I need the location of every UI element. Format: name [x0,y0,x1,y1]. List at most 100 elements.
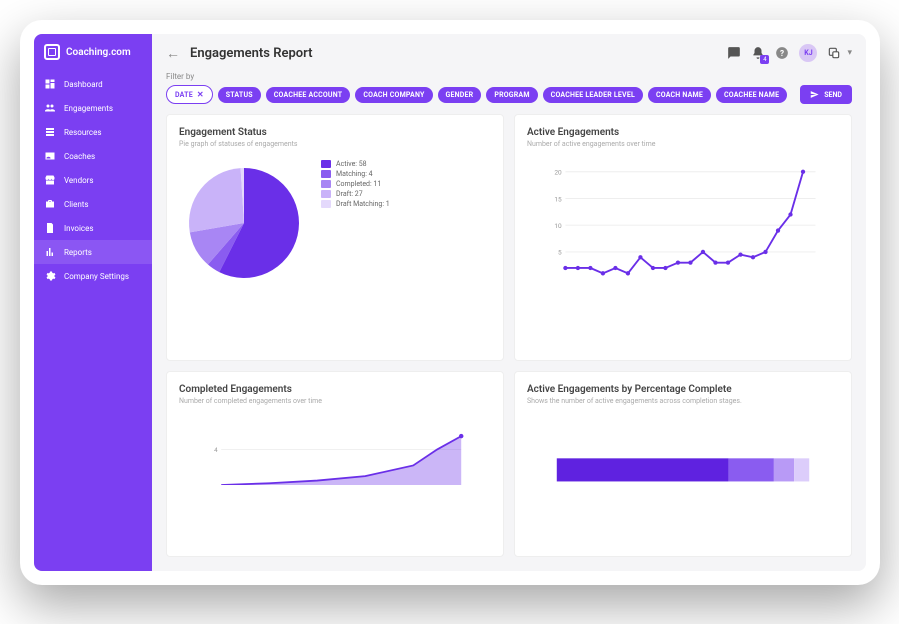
filter-chip-status[interactable]: STATUS [218,87,261,103]
legend-item: Completed: 11 [321,180,390,188]
filter-chip-coachee-account[interactable]: COACHEE ACCOUNT [266,87,351,103]
sidebar-item-label: Invoices [64,224,93,233]
card-subtitle: Pie graph of statuses of engagements [179,140,491,148]
sidebar-item-label: Vendors [64,176,94,185]
logo-icon [44,44,60,60]
topbar-right: 4 ? KJ ▾ [727,44,852,62]
card-active-engagements: Active Engagements Number of active enga… [514,114,852,361]
svg-text:5: 5 [558,249,562,257]
card-active-by-percent: Active Engagements by Percentage Complet… [514,371,852,558]
filter-chip-coach-name[interactable]: COACH NAME [648,87,711,103]
sidebar-item-label: Clients [64,200,89,209]
svg-text:?: ? [780,48,784,58]
card-subtitle: Shows the number of active engagements a… [527,397,839,405]
card-title: Engagement Status [179,127,491,138]
chip-remove-icon[interactable]: ✕ [197,90,204,99]
svg-text:15: 15 [554,195,562,203]
brand-name: Coaching.com [66,47,131,58]
legend-swatch [321,200,331,208]
tablet-frame: Coaching.com Dashboard Engagements Resourc… [20,20,880,585]
legend-swatch [321,170,331,178]
sidebar-item-vendors[interactable]: Vendors [34,168,152,192]
send-icon [810,90,819,99]
app-switcher-icon[interactable] [827,46,841,60]
card-title: Completed Engagements [179,384,491,395]
sidebar-item-reports[interactable]: Reports [34,240,152,264]
sidebar-item-label: Dashboard [64,80,103,89]
legend-swatch [321,190,331,198]
legend-item: Active: 58 [321,160,390,168]
sidebar-item-dashboard[interactable]: Dashboard [34,72,152,96]
legend-label: Active: 58 [336,160,367,168]
sidebar-item-label: Coaches [64,152,95,161]
topbar-left: ← Engagements Report [166,45,312,62]
filter-bar: Filter by DATE✕STATUSCOACHEE ACCOUNTCOAC… [152,68,866,114]
legend-item: Matching: 4 [321,170,390,178]
card-title: Active Engagements by Percentage Complet… [527,384,839,395]
svg-text:20: 20 [554,169,562,177]
card-subtitle: Number of completed engagements over tim… [179,397,491,405]
sidebar-item-resources[interactable]: Resources [34,120,152,144]
filter-chip-active[interactable]: DATE ✕ [166,85,213,104]
legend-swatch [321,180,331,188]
resources-icon [44,126,56,138]
legend-item: Draft Matching: 1 [321,200,390,208]
app-screen: Coaching.com Dashboard Engagements Resourc… [34,34,866,571]
sidebar-item-label: Engagements [64,104,113,113]
pie-chart [179,158,309,288]
chat-icon[interactable] [727,46,741,60]
menu-caret-icon[interactable]: ▾ [847,48,852,58]
stacked-bar-chart [527,405,839,485]
vendors-icon [44,174,56,186]
card-engagement-status: Engagement Status Pie graph of statuses … [166,114,504,361]
page-title: Engagements Report [190,46,312,61]
filter-label: Filter by [166,72,852,81]
filter-chip-coachee-name[interactable]: COACHEE NAME [716,87,787,103]
reports-icon [44,246,56,258]
dashboard-icon [44,78,56,90]
legend-item: Draft: 27 [321,190,390,198]
topbar: ← Engagements Report 4 ? KJ ▾ [152,34,866,68]
avatar[interactable]: KJ [799,44,817,62]
legend-swatch [321,160,331,168]
filter-chip-coachee-leader-level[interactable]: COACHEE LEADER LEVEL [543,87,643,103]
sidebar-item-coaches[interactable]: Coaches [34,144,152,168]
back-arrow-icon[interactable]: ← [166,45,180,62]
notifications-icon[interactable]: 4 [751,46,765,60]
legend-label: Matching: 4 [336,170,373,178]
send-button[interactable]: SEND [800,85,852,104]
briefcase-icon [44,198,56,210]
sidebar-item-invoices[interactable]: Invoices [34,216,152,240]
sidebar-item-company-settings[interactable]: Company Settings [34,264,152,288]
cards-grid: Engagement Status Pie graph of statuses … [152,114,866,571]
send-label: SEND [824,91,842,99]
legend-label: Draft: 27 [336,190,363,198]
filter-chips: DATE ✕ STATUS COACHEE ACCOUNTCOACH COMPANY G… [166,85,852,104]
svg-text:10: 10 [554,222,562,230]
main-area: ← Engagements Report 4 ? KJ ▾ [152,34,866,571]
line-chart: 5 10 15 20 [527,148,839,288]
legend-label: Draft Matching: 1 [336,200,390,208]
filter-chip-coach-company[interactable]: COACH COMPANY [355,87,432,103]
card-subtitle: Number of active engagements over time [527,140,839,148]
pie-legend: Active: 58 Matching: 4 Completed: 11 Draft:… [321,160,390,208]
notification-badge: 4 [760,55,769,64]
help-icon[interactable]: ? [775,46,789,60]
sidebar-nav: Dashboard Engagements Resources Coaches Vend… [34,68,152,288]
invoices-icon [44,222,56,234]
settings-icon [44,270,56,282]
card-completed-engagements: Completed Engagements Number of complete… [166,371,504,558]
area-chart: 4 [179,405,491,485]
card-title: Active Engagements [527,127,839,138]
legend-label: Completed: 11 [336,180,381,188]
chip-label: DATE [175,91,193,99]
people-icon [44,102,56,114]
sidebar-item-engagements[interactable]: Engagements [34,96,152,120]
sidebar-item-label: Reports [64,248,92,257]
filter-chip-program[interactable]: PROGRAM [486,87,537,103]
brand-logo[interactable]: Coaching.com [34,34,152,68]
sidebar-item-clients[interactable]: Clients [34,192,152,216]
id-icon [44,150,56,162]
sidebar: Coaching.com Dashboard Engagements Resourc… [34,34,152,571]
filter-chip-gender[interactable]: GENDER [438,87,482,103]
